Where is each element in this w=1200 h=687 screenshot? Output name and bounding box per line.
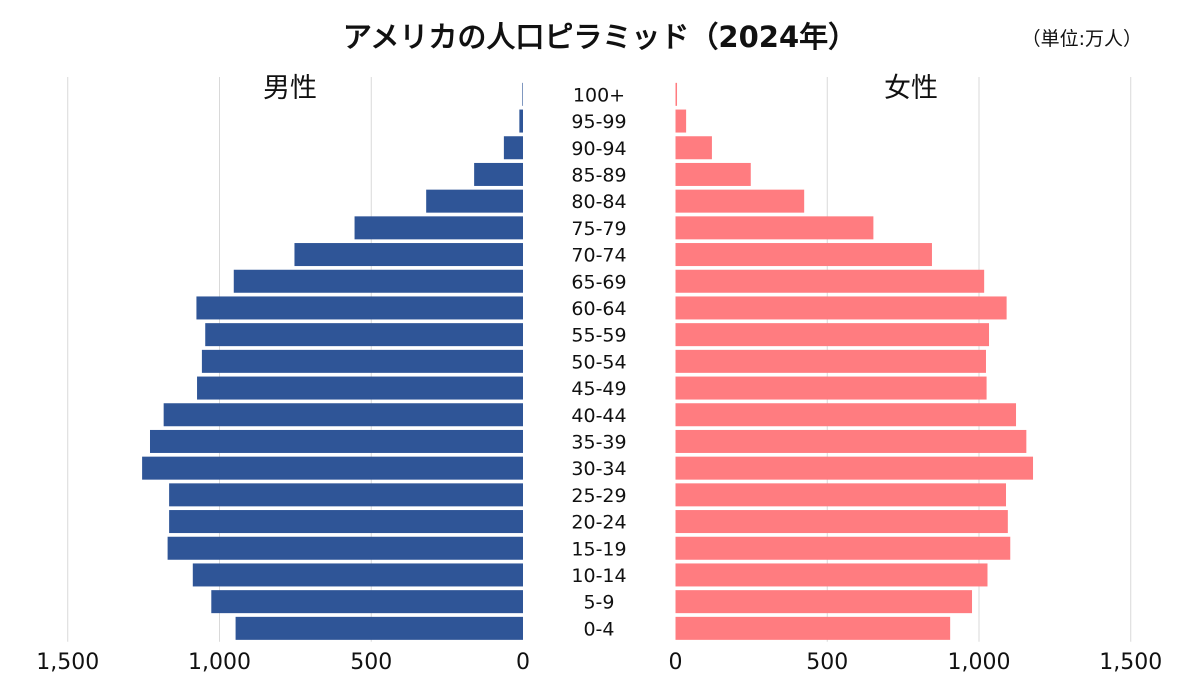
age-label: 40-44 (571, 405, 626, 427)
bar-male-20-24 (169, 510, 523, 534)
bar-male-50-54 (201, 349, 523, 373)
bar-male-0-4 (235, 616, 523, 640)
bar-female-0-4 (675, 616, 951, 640)
age-label: 50-54 (571, 351, 626, 373)
bar-female-60-64 (675, 296, 1007, 320)
bar-male-5-9 (211, 590, 524, 614)
series-label-female: 女性 (884, 73, 938, 104)
bar-female-95-99 (675, 109, 687, 133)
bar-male-25-29 (169, 483, 523, 507)
bar-female-15-19 (675, 536, 1011, 560)
bar-male-30-34 (142, 456, 524, 480)
age-label: 80-84 (571, 191, 626, 213)
age-label: 55-59 (571, 325, 626, 347)
bar-female-80-84 (675, 189, 805, 213)
bar-male-45-49 (197, 376, 523, 400)
age-label: 0-4 (583, 618, 614, 640)
age-group-labels: 100+ 95-99 90-94 85-89 80-84 75-79 70-74 65-69 6… (571, 84, 626, 640)
age-label: 65-69 (571, 271, 626, 293)
bar-female-10-14 (675, 563, 988, 587)
tick-label-male: 1,500 (36, 650, 99, 675)
age-label: 90-94 (571, 138, 626, 160)
bar-female-5-9 (675, 590, 973, 614)
bar-female-45-49 (675, 376, 987, 400)
age-label: 35-39 (571, 431, 626, 453)
male-bars (142, 82, 524, 640)
x-axis-tick-labels: 0 0 500 500 1,000 1,000 1,500 1,500 (36, 650, 1162, 675)
age-label: 95-99 (571, 111, 626, 133)
age-label: 85-89 (571, 164, 626, 186)
bar-female-55-59 (675, 323, 990, 347)
bar-female-40-44 (675, 403, 1017, 427)
age-label: 45-49 (571, 378, 626, 400)
bar-male-65-69 (233, 269, 523, 293)
bar-female-70-74 (675, 243, 932, 267)
bar-male-90-94 (503, 136, 523, 160)
tick-label-male: 500 (350, 650, 392, 675)
bar-female-75-79 (675, 216, 874, 240)
age-label: 60-64 (571, 298, 626, 320)
age-label: 10-14 (571, 565, 626, 587)
age-label: 75-79 (571, 218, 626, 240)
bar-female-90-94 (675, 136, 712, 160)
bar-female-50-54 (675, 349, 986, 373)
bar-male-60-64 (196, 296, 523, 320)
age-label: 100+ (573, 84, 625, 106)
chart-title: アメリカの人口ピラミッド（2024年） (342, 20, 858, 54)
age-label: 30-34 (571, 458, 626, 480)
bar-female-30-34 (675, 456, 1034, 480)
age-label: 15-19 (571, 538, 626, 560)
bar-male-75-79 (354, 216, 523, 240)
bar-female-35-39 (675, 429, 1027, 453)
bar-male-35-39 (149, 429, 523, 453)
age-label: 5-9 (583, 592, 614, 614)
tick-label-female: 500 (806, 650, 848, 675)
tick-label-female: 1,000 (948, 650, 1011, 675)
age-label: 20-24 (571, 512, 626, 534)
tick-label-female: 0 (669, 650, 683, 675)
bar-female-20-24 (675, 510, 1008, 534)
bar-male-80-84 (426, 189, 523, 213)
female-bars (675, 82, 1034, 640)
unit-label: （単位:万人） (1021, 28, 1142, 50)
tick-label-female: 1,500 (1099, 650, 1162, 675)
bar-male-55-59 (205, 323, 523, 347)
bar-male-95-99 (519, 109, 523, 133)
bar-male-40-44 (163, 403, 523, 427)
age-label: 70-74 (571, 245, 626, 267)
bar-male-100+ (522, 82, 523, 106)
bar-male-10-14 (192, 563, 524, 587)
bar-female-65-69 (675, 269, 985, 293)
bar-male-70-74 (294, 243, 523, 267)
bar-male-85-89 (474, 162, 523, 186)
bar-female-100+ (675, 82, 678, 106)
tick-label-male: 0 (516, 650, 530, 675)
series-label-male: 男性 (263, 73, 317, 104)
bar-male-15-19 (167, 536, 523, 560)
age-label: 25-29 (571, 485, 626, 507)
tick-label-male: 1,000 (188, 650, 251, 675)
bar-female-25-29 (675, 483, 1007, 507)
bar-female-85-89 (675, 162, 751, 186)
